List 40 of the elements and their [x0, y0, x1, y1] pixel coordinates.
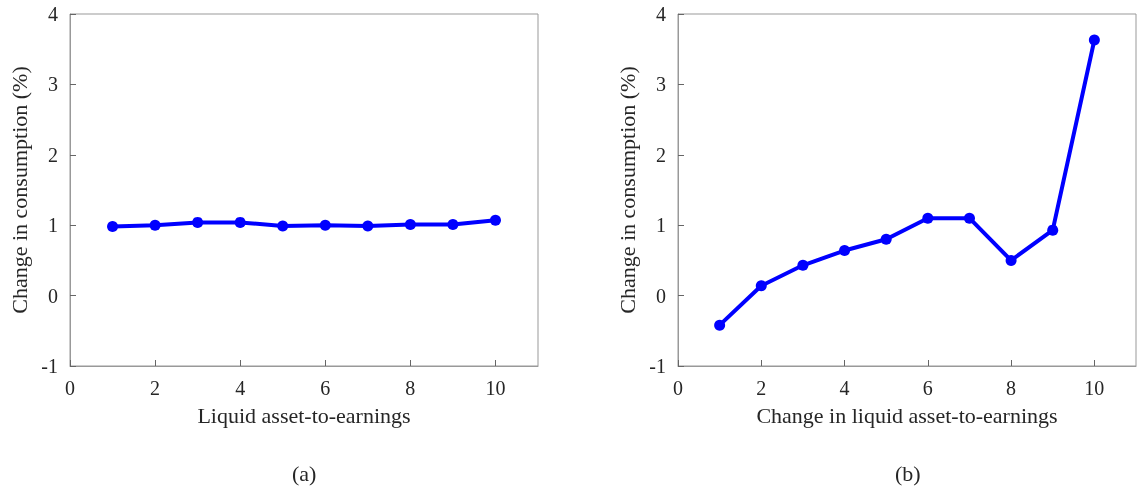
y-tick-label: 4 — [48, 3, 58, 25]
point — [963, 212, 975, 224]
point — [714, 319, 726, 331]
y-tick-label: 1 — [48, 214, 58, 237]
x-tick-label: 8 — [1006, 377, 1017, 399]
text: (b) — [895, 460, 921, 486]
text: (a) — [292, 460, 317, 486]
y-tick-label: 3 — [48, 73, 58, 96]
point — [1047, 224, 1059, 236]
x-tick-label: 0 — [65, 377, 75, 399]
y-tick-label: 1 — [656, 214, 666, 237]
point — [1088, 34, 1100, 46]
x-tick-label: 4 — [235, 377, 246, 399]
point — [922, 212, 934, 224]
y-axis-title: Change in consumption (%) — [6, 66, 32, 314]
y-tick-label: 4 — [656, 3, 666, 25]
y-tick-label: 0 — [656, 284, 666, 307]
x-tick-label: 2 — [150, 377, 161, 399]
x-tick-label: 6 — [922, 377, 933, 399]
x-axis-title: Change in liquid asset-to-earnings — [756, 402, 1058, 428]
point — [755, 280, 767, 292]
x-tick-label: 10 — [1084, 377, 1105, 399]
x-tick-label: 4 — [839, 377, 850, 399]
y-tick-label: 3 — [656, 73, 666, 96]
x-tick-label: 10 — [485, 377, 506, 399]
point — [839, 245, 851, 257]
x-axis-title: Liquid asset-to-earnings — [197, 402, 411, 428]
y-tick-label: 2 — [48, 143, 58, 166]
point — [880, 233, 892, 245]
x-tick-label: 0 — [673, 377, 683, 399]
point — [797, 259, 809, 271]
x-tick-label: 8 — [405, 377, 416, 399]
point — [1005, 254, 1017, 266]
y-tick-label: -1 — [649, 355, 666, 377]
y-tick-label: 2 — [656, 143, 666, 166]
x-tick-label: 6 — [320, 377, 331, 399]
y-tick-label: 0 — [48, 284, 58, 307]
y-tick-label: -1 — [41, 355, 58, 377]
x-tick-label: 2 — [756, 377, 767, 399]
y-axis-title: Change in consumption (%) — [614, 66, 640, 314]
